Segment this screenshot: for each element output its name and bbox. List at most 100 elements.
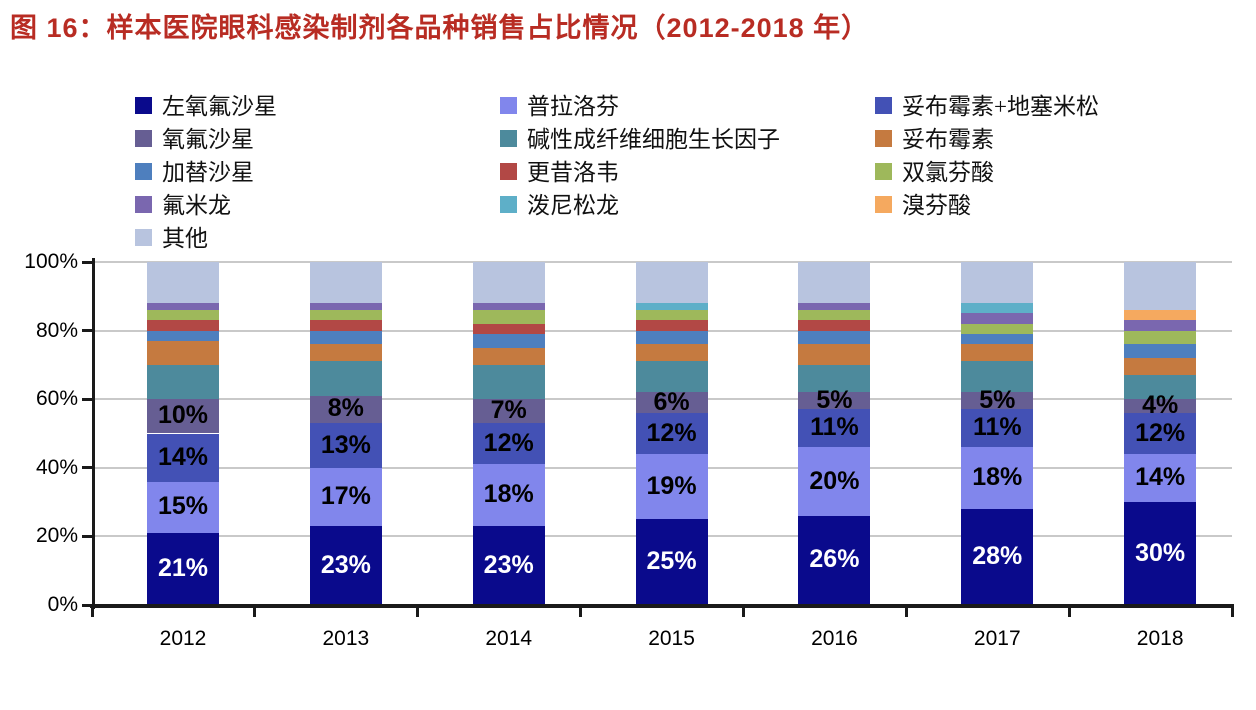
y-axis-line: [92, 258, 95, 609]
legend-item: 更昔洛韦: [500, 159, 780, 192]
legend-swatch-icon: [135, 97, 152, 114]
bar-segment: [472, 464, 545, 527]
legend-column: 妥布霉素+地塞米松 妥布霉素双氯芬酸溴芬酸: [875, 93, 1099, 225]
bar-segment: [961, 303, 1034, 314]
y-tick-label: 80%: [35, 318, 78, 342]
legend-item-label: 更昔洛韦: [527, 160, 619, 185]
bar-segment: [798, 330, 871, 345]
legend-item: 碱性成纤维细胞生长因子: [500, 126, 780, 159]
legend-swatch-icon: [875, 130, 892, 147]
bar-segment: [472, 262, 545, 304]
chart-legend: 左氧氟沙星氧氟沙星 加替沙星氟米龙其他 普拉洛芬碱性成纤维细胞生长因子 更昔洛韦泼尼松…: [135, 93, 1250, 258]
x-tick-label: 2013: [322, 627, 370, 650]
legend-item-label: 泼尼松龙: [527, 193, 619, 218]
x-axis-tick: [904, 606, 908, 617]
bar-segment: [147, 364, 219, 400]
legend-swatch-icon: [875, 196, 892, 213]
bar-segment: [147, 532, 219, 605]
legend-item: 溴芬酸: [875, 192, 1099, 225]
bar-segment: [961, 344, 1034, 362]
legend-swatch-icon: [135, 130, 152, 147]
bar-segment: [798, 392, 871, 410]
x-tick-label: 2018: [1136, 627, 1184, 650]
x-tick-label: 2016: [811, 627, 858, 650]
y-tick-label: 40%: [35, 455, 78, 479]
x-tick-label: 2015: [648, 627, 695, 650]
bar-segment: [961, 262, 1034, 304]
legend-item-label: 加替沙星: [162, 160, 254, 185]
legend-swatch-icon: [135, 163, 152, 180]
bar-segment: [147, 310, 219, 321]
bar-segment: [472, 303, 545, 311]
x-axis-tick: [253, 606, 257, 617]
legend-swatch-icon: [500, 130, 517, 147]
bar-segment: [635, 262, 708, 304]
x-axis-tick: [90, 606, 94, 617]
bar-segment: [635, 330, 708, 345]
legend-item-label: 妥布霉素: [902, 127, 994, 152]
bar-segment: [961, 447, 1034, 509]
bar-segment: [309, 303, 382, 311]
bar-segment: [961, 392, 1034, 410]
bar-segment: [1124, 320, 1197, 331]
bar-segment: [147, 399, 219, 434]
legend-item-label: 溴芬酸: [902, 193, 971, 218]
bar-segment: [798, 320, 871, 331]
y-tick-label: 100%: [24, 250, 78, 273]
bar-segment: [1124, 358, 1197, 376]
bar-segment: [1124, 310, 1197, 321]
y-axis-tick: [82, 397, 92, 401]
legend-swatch-icon: [500, 97, 517, 114]
bar-segment: [309, 262, 382, 304]
x-tick-label: 2014: [485, 627, 533, 650]
bar-segment: [798, 364, 871, 393]
bar-segment: [1124, 412, 1197, 455]
bar-segment: [1124, 375, 1197, 400]
bar-segment: [472, 334, 545, 348]
bar-segment: [147, 320, 219, 331]
legend-item: 氟米龙: [135, 192, 277, 225]
legend-item-label: 妥布霉素+地塞米松: [902, 94, 1099, 119]
legend-item-label: 氟米龙: [162, 193, 231, 218]
bar-segment: [798, 447, 871, 516]
bar-segment: [635, 454, 708, 520]
bar-segment: [472, 310, 545, 324]
legend-item: 氧氟沙星: [135, 126, 277, 159]
legend-item-label: 普拉洛芬: [527, 94, 619, 119]
bar-segment: [1124, 399, 1197, 413]
x-axis-line: [90, 604, 1234, 608]
bar-segment: [472, 399, 545, 424]
bar-segment: [961, 334, 1034, 345]
legend-column: 普拉洛芬碱性成纤维细胞生长因子 更昔洛韦泼尼松龙: [500, 93, 780, 225]
legend-item-label: 其他: [162, 226, 208, 251]
legend-item: 妥布霉素: [875, 126, 1099, 159]
bar-segment: [147, 340, 219, 365]
bar-segment: [798, 310, 871, 321]
x-axis-tick: [1230, 606, 1234, 617]
bar-segment: [147, 330, 219, 341]
y-axis-tick: [82, 260, 92, 264]
bar-segment: [635, 320, 708, 331]
y-axis-tick: [82, 534, 92, 538]
legend-item: 妥布霉素+地塞米松: [875, 93, 1099, 126]
legend-item: 其他: [135, 225, 277, 258]
bar-segment: [147, 262, 219, 304]
legend-item-label: 双氯芬酸: [902, 160, 994, 185]
legend-swatch-icon: [135, 196, 152, 213]
bar-segment: [309, 361, 382, 396]
legend-swatch-icon: [500, 196, 517, 213]
legend-swatch-icon: [135, 229, 152, 246]
bar-segment: [309, 526, 382, 605]
bar-segment: [798, 303, 871, 311]
bar-segment: [472, 526, 545, 605]
bar-segment: [635, 412, 708, 455]
legend-item: 普拉洛芬: [500, 93, 780, 126]
legend-item: 加替沙星: [135, 159, 277, 192]
bar-segment: [309, 310, 382, 321]
x-tick-label: 2017: [973, 627, 1021, 650]
legend-item-label: 左氧氟沙星: [162, 94, 277, 119]
bar-segment: [309, 395, 382, 424]
y-axis-tick: [82, 329, 92, 333]
